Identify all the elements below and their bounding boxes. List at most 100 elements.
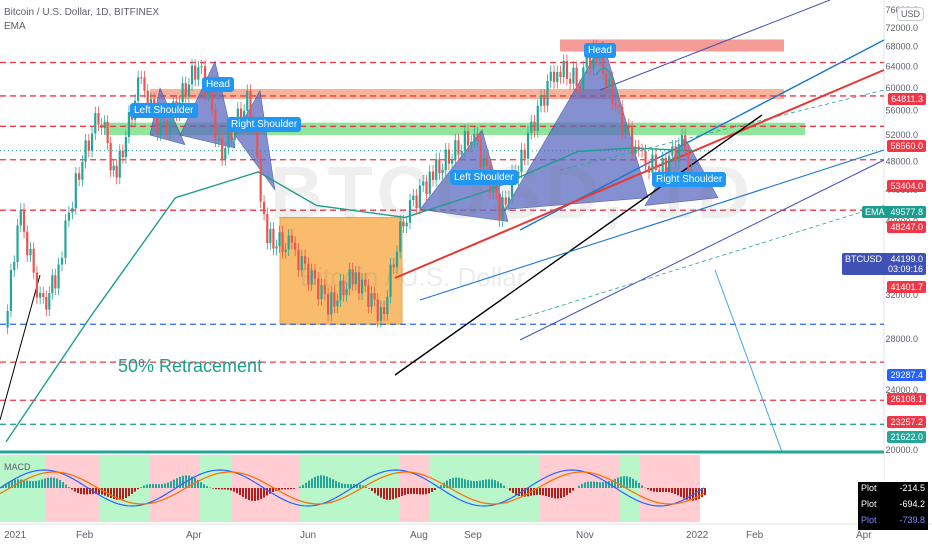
candle-body <box>269 228 272 244</box>
left-shoulder-label-2[interactable]: Left Shoulder <box>450 170 518 185</box>
macd-hist-bar <box>53 477 55 488</box>
red-trendline <box>394 69 885 279</box>
y-tick: 48000.0 <box>885 156 918 166</box>
head-label-2[interactable]: Head <box>584 43 616 58</box>
candle-body <box>392 264 395 268</box>
macd-hist-bar <box>398 488 400 498</box>
candle-body <box>221 137 224 160</box>
candle-body <box>680 135 684 145</box>
macd-hist-bar <box>659 488 661 493</box>
macd-hist-bar <box>197 480 199 488</box>
macd-hist-bar <box>215 488 217 490</box>
candle-body <box>582 67 585 91</box>
macd-hist-bar <box>482 480 484 488</box>
macd-hist-bar <box>524 488 526 497</box>
candle-body <box>367 285 370 307</box>
macd-hist-bar <box>11 480 13 488</box>
macd-hist-bar <box>224 488 226 490</box>
candle-body <box>634 146 637 155</box>
macd-hist-bar <box>200 482 202 488</box>
macd-hist-bar <box>317 475 319 488</box>
indicator-name[interactable]: EMA <box>4 21 26 32</box>
head-label-1[interactable]: Head <box>202 77 234 92</box>
candle-body <box>463 131 466 152</box>
macd-hist-bar <box>560 488 562 499</box>
macd-name[interactable]: MACD <box>4 462 31 472</box>
macd-hist-bar <box>287 488 289 490</box>
macd-hist-bar <box>629 477 631 488</box>
macd-hist-bar <box>428 488 430 494</box>
macd-plot-value: -214.5 <box>899 483 925 493</box>
candle-body <box>297 249 300 271</box>
price-tag-64811: 64811.3 <box>888 93 926 105</box>
left-shoulder-label-1[interactable]: Left Shoulder <box>130 103 198 118</box>
candle-body <box>687 151 690 173</box>
candle-body <box>339 280 342 301</box>
candle-body <box>422 181 425 186</box>
macd-hist-bar <box>497 481 499 488</box>
macd-hist-bar <box>86 488 88 495</box>
macd-hist-bar <box>527 488 529 497</box>
x-tick: Aug <box>410 530 428 541</box>
candle-body <box>57 264 60 289</box>
candle-body <box>575 67 578 86</box>
macd-hist-bar <box>230 488 232 491</box>
candle-body <box>210 89 214 111</box>
black-trendline <box>394 114 763 376</box>
candle-body <box>165 120 169 134</box>
candle-body <box>617 104 621 107</box>
candle-body <box>118 150 121 178</box>
retracement-label[interactable]: 50% Retracement <box>118 356 263 376</box>
candle-body <box>530 121 533 133</box>
right-shoulder-label-2[interactable]: Right Shoulder <box>652 172 727 187</box>
macd-hist-bar <box>356 484 358 488</box>
candle-body <box>526 132 530 159</box>
consolidation-box <box>279 216 403 325</box>
x-tick: Apr <box>856 530 872 541</box>
candle-body <box>492 184 495 193</box>
candle-body <box>647 166 651 173</box>
candle-body <box>674 146 677 163</box>
macd-hist-bar <box>155 484 157 488</box>
candle-body <box>533 121 536 132</box>
candle-body <box>51 275 54 294</box>
candle-body <box>143 77 146 91</box>
macd-hist-bar <box>671 488 673 493</box>
macd-hist-bar <box>251 488 253 501</box>
macd-hist-bar <box>248 488 250 501</box>
x-tick: 2022 <box>686 530 709 541</box>
macd-hist-bar <box>623 476 625 488</box>
macd-hist-bar <box>509 488 511 491</box>
macd-hist-bar <box>680 488 682 497</box>
candle-body <box>457 140 460 155</box>
macd-hist-bar <box>407 488 409 495</box>
price-tag-21622: 21622.0 <box>887 431 926 443</box>
macd-hist-bar <box>344 483 346 488</box>
macd-hist-bar <box>404 488 406 495</box>
macd-hist-bar <box>80 488 82 495</box>
macd-hist-bar <box>599 482 601 488</box>
symbol-title[interactable]: Bitcoin / U.S. Dollar, 1D, BITFINEX <box>4 7 160 18</box>
candle-body <box>323 285 326 294</box>
macd-hist-bar <box>455 477 457 488</box>
candle-body <box>284 249 287 253</box>
y-tick: 52000.0 <box>885 130 918 140</box>
candle-body <box>259 157 262 202</box>
macd-hist-bar <box>2 486 4 488</box>
candle-body <box>262 201 266 214</box>
macd-hist-bar <box>371 488 373 491</box>
candle-body <box>207 89 210 95</box>
candle-body <box>631 127 634 155</box>
btc-countdown: 03:09:16 <box>887 264 923 274</box>
price-tag-23257: 23257.2 <box>887 416 926 428</box>
macd-hist-bar <box>140 487 142 488</box>
candle-body <box>351 269 354 285</box>
channel-lower <box>519 159 885 341</box>
candle-body <box>405 222 408 227</box>
currency-button[interactable]: USD <box>896 7 924 21</box>
candle-body <box>654 154 657 170</box>
price-tag-58560: 58560.0 <box>887 140 926 152</box>
macd-hist-bar <box>266 488 268 496</box>
right-shoulder-label-1[interactable]: Right Shoulder <box>227 117 302 132</box>
